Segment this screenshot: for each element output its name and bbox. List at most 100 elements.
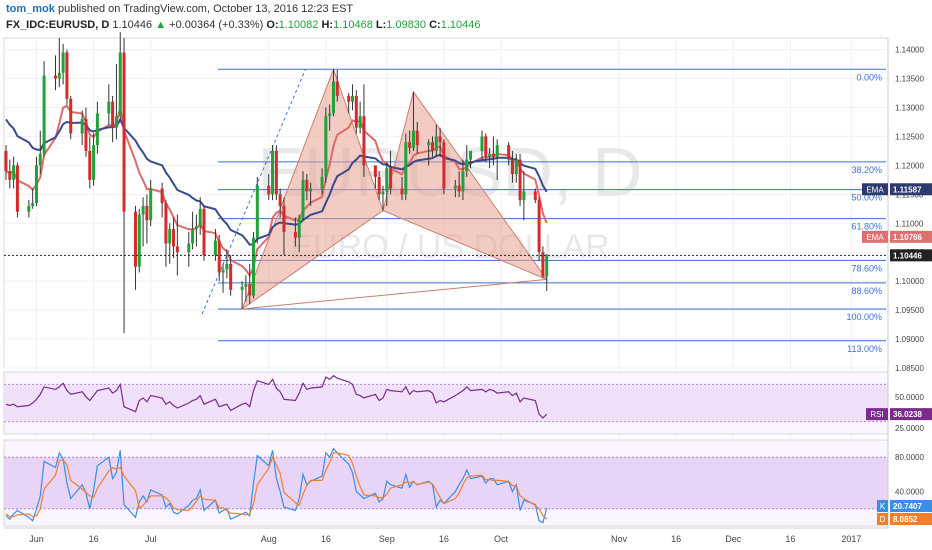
candle-body (172, 229, 176, 247)
ema-slow-line (5, 117, 548, 246)
fib-level-label: 38.20% (851, 165, 882, 175)
candle-body (168, 229, 172, 244)
time-tick-label: Jun (29, 534, 44, 544)
candle (15, 162, 19, 218)
time-tick-label: 16 (785, 534, 795, 544)
candle (351, 84, 355, 111)
candle-body (175, 246, 179, 253)
candle-body (457, 185, 461, 192)
candle-body (84, 119, 88, 151)
low-label: L: (375, 19, 387, 31)
candle (274, 145, 278, 201)
candle (518, 153, 522, 206)
candle (168, 223, 172, 264)
candle (373, 165, 377, 189)
stochastic-tick-label: 80.0000 (895, 453, 924, 462)
candle (194, 214, 198, 247)
candle (202, 205, 206, 261)
candle-body (533, 191, 537, 201)
candle (408, 130, 412, 154)
candle (217, 234, 221, 282)
candle (111, 95, 115, 143)
candle (133, 205, 137, 290)
candle (57, 38, 61, 88)
candle-body (469, 150, 473, 160)
time-tick-label: 16 (89, 534, 99, 544)
symbol-label[interactable]: FX_IDC:EURUSD, D (6, 19, 110, 31)
stochastic-band (4, 457, 888, 509)
candle-body (12, 165, 16, 180)
candle-body (324, 116, 328, 177)
candle-body (15, 165, 19, 212)
candle (175, 214, 179, 276)
time-tick-label: 16 (439, 534, 449, 544)
fib-level-label: 78.60% (851, 263, 882, 273)
price-tick-label: 1.10000 (895, 277, 924, 286)
candle-body (27, 205, 31, 212)
stochastic-value-bg (890, 513, 932, 525)
candle-body (80, 119, 84, 134)
close-value: 1.10446 (440, 19, 481, 31)
candle-body (331, 81, 335, 114)
candle (514, 153, 518, 183)
axes: 1.14000 1.13500 1.13000 1.12500 1.12000 1.115… (4, 38, 932, 544)
candle (12, 156, 16, 189)
price-tick-label: 1.09500 (895, 306, 924, 315)
fib-level-label: 88.60% (851, 286, 882, 296)
price-change: +0.00364 (+0.33%) (169, 19, 264, 31)
publish-info: published on TradingView.com, October 13… (57, 3, 354, 15)
candle-body (545, 255, 549, 277)
candle-body (38, 153, 42, 166)
candle (541, 246, 545, 279)
candle (522, 171, 526, 221)
candle-body (301, 179, 305, 218)
candle (191, 211, 195, 250)
stochastic-pane[interactable] (3, 439, 889, 527)
last-price: 1.10446 (112, 19, 153, 31)
candle-body (160, 188, 164, 203)
rsi-value-bg (890, 408, 932, 421)
candle (488, 148, 492, 169)
candle (442, 139, 446, 195)
time-tick-label: 16 (321, 534, 331, 544)
price-tick-label: 1.14000 (895, 46, 924, 55)
candle-body (320, 176, 324, 189)
candle (545, 254, 549, 291)
candle-body (495, 145, 499, 157)
candle-body (191, 229, 195, 244)
candle-body (198, 208, 202, 227)
price-pane[interactable]: 0.00% 38.20% 50.00% 61.80% 78.60% 88.60% 100.0… (4, 32, 888, 354)
candle (297, 214, 301, 253)
candle-body (202, 208, 206, 256)
candle-body (491, 153, 495, 157)
candle (141, 197, 145, 247)
candle (377, 171, 381, 201)
rsi-pane[interactable] (3, 371, 889, 435)
candle (160, 182, 164, 218)
candle-body (442, 142, 446, 189)
ema-tag-name: EMA (866, 233, 884, 242)
candle (389, 150, 393, 195)
candle-body (351, 95, 355, 102)
author-link[interactable]: tom_mok (6, 3, 55, 15)
candle-body (373, 165, 377, 177)
harmonic-pattern-bcd (382, 90, 549, 281)
candle-body (465, 159, 469, 172)
candle (328, 104, 332, 131)
candle-body (362, 116, 366, 166)
candle-body (427, 142, 431, 146)
candle (438, 127, 442, 157)
open-value: 1.10082 (278, 19, 319, 31)
chart-header: tom_mok published on TradingView.com, Oc… (0, 0, 932, 36)
rsi-tick-label: 25.0000 (895, 424, 924, 433)
candle (149, 179, 153, 227)
candle-body (522, 191, 526, 201)
candle (381, 185, 385, 211)
candle (244, 275, 248, 302)
candle (335, 69, 339, 102)
candle-body (488, 153, 492, 157)
candle-body (541, 252, 545, 277)
candle-body (480, 136, 484, 151)
candle (411, 91, 415, 151)
